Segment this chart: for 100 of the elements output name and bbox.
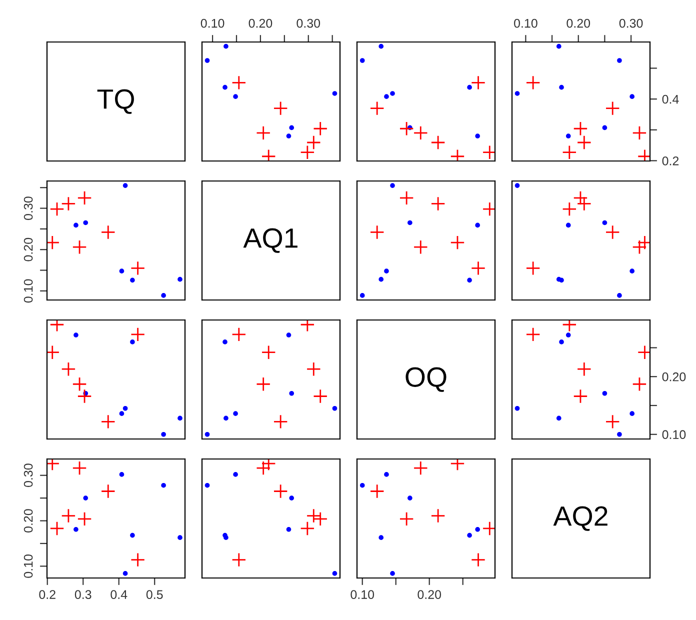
point (74, 526, 78, 532)
point (332, 406, 338, 411)
y-tick-label: 0.10 (662, 430, 686, 440)
point (470, 552, 486, 568)
point (232, 327, 246, 342)
x-tick-label: 0.30 (619, 18, 643, 28)
point (559, 84, 564, 90)
point (378, 276, 384, 282)
text: TQ (97, 89, 134, 114)
x-tick-label: 0.4 (110, 590, 128, 599)
point (573, 121, 588, 136)
point (617, 293, 622, 298)
point (289, 496, 294, 500)
point (378, 535, 384, 540)
point (232, 75, 246, 90)
point (72, 240, 87, 254)
point (222, 340, 228, 344)
x-tick-label: 0.20 (566, 18, 590, 28)
point (617, 432, 622, 437)
point (467, 532, 472, 538)
point (430, 508, 446, 524)
point (130, 340, 135, 344)
point (286, 134, 292, 138)
point (576, 135, 592, 150)
point (576, 196, 592, 212)
point (50, 521, 64, 536)
y-tick-label: 0.20 (24, 509, 33, 532)
x-tick-label: 0.10 (350, 590, 374, 599)
point (408, 496, 412, 500)
point (300, 320, 315, 332)
point (602, 125, 608, 130)
x-tick-label: 0.5 (146, 590, 163, 599)
y-tick-label: 0.30 (24, 464, 33, 488)
point (573, 388, 588, 404)
point (384, 94, 389, 99)
point (630, 411, 634, 416)
point (122, 406, 128, 411)
point (559, 340, 564, 344)
point (300, 521, 315, 536)
point (83, 220, 88, 226)
y-tick-label: 0.30 (24, 196, 33, 220)
point (224, 44, 228, 49)
point (273, 484, 288, 499)
point (204, 58, 210, 63)
x-tick-label: 0.20 (418, 590, 442, 599)
point (100, 484, 116, 499)
y-tick-label: 0.20 (24, 238, 33, 262)
point (130, 260, 146, 276)
point (475, 134, 480, 138)
point (289, 390, 294, 396)
point (370, 484, 384, 499)
point (232, 552, 246, 568)
point (450, 149, 465, 161)
point (261, 345, 276, 360)
point (562, 202, 577, 216)
point (605, 224, 620, 240)
point (122, 183, 128, 188)
point (178, 276, 182, 282)
point (360, 293, 365, 298)
point (632, 126, 647, 140)
point (573, 190, 588, 206)
point (450, 235, 465, 250)
text: AQ1 (243, 228, 298, 253)
point (576, 362, 592, 376)
text: OQ (406, 367, 446, 392)
point (332, 571, 338, 576)
point (313, 121, 328, 136)
point (178, 416, 182, 421)
point (602, 390, 608, 396)
point (119, 268, 124, 274)
point (100, 414, 116, 429)
point (273, 414, 288, 429)
x-tick-label: 0.3 (74, 590, 92, 599)
point (413, 126, 428, 140)
point (413, 460, 428, 476)
point (430, 196, 446, 212)
point (178, 535, 182, 540)
point (556, 416, 562, 421)
point (514, 406, 520, 411)
point (286, 526, 292, 532)
point (475, 222, 480, 228)
point (233, 411, 238, 416)
point (119, 472, 124, 477)
point (384, 472, 389, 477)
point (556, 44, 562, 49)
point (370, 101, 384, 116)
point (83, 496, 88, 500)
point (50, 320, 64, 332)
y-tick-label: 0.20 (662, 372, 686, 382)
x-tick-label: 0.2 (39, 590, 56, 599)
y-tick-label: 0.10 (24, 554, 33, 578)
point (161, 432, 166, 437)
point (526, 260, 540, 276)
point (470, 75, 486, 90)
point (617, 58, 622, 63)
point (130, 532, 135, 538)
point (556, 276, 562, 282)
point (399, 512, 414, 526)
point (632, 376, 647, 392)
point (289, 125, 294, 130)
